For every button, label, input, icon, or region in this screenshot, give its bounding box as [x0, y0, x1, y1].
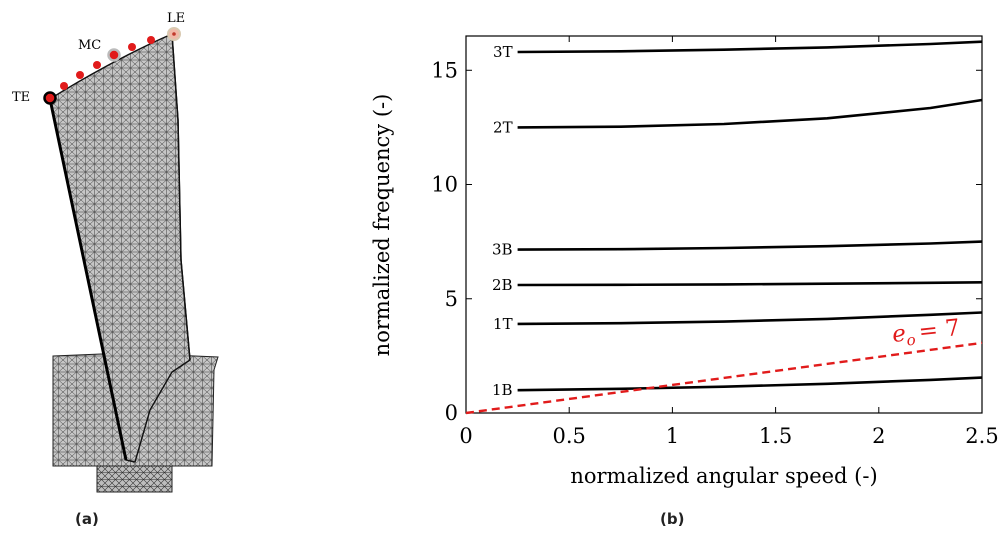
te-label: TE: [12, 90, 30, 105]
x-tick-label: 1: [666, 424, 679, 448]
engine-order-line: [465, 341, 983, 415]
blade-root: [96, 465, 173, 493]
panel-label-a: (a): [75, 510, 99, 528]
series-line-2B: [517, 281, 983, 287]
tip-markers: TE MC LE: [12, 11, 185, 105]
frequency-chart: 0 0.5 1 1.5 2 2.5 0 5 10 15 1B 1T 2B 3B 2T 3T eo= 7 n…: [370, 35, 999, 488]
x-axis: 0 0.5 1 1.5 2 2.5: [459, 36, 999, 448]
blade-mesh: [48, 32, 219, 493]
panel-label-b: (b): [660, 510, 685, 528]
series-line-3T: [517, 40, 983, 54]
tip-point: [60, 82, 68, 90]
y-axis: 0 5 10 15: [431, 58, 982, 425]
y-axis-label: normalized frequency (-): [370, 94, 394, 357]
tip-point: [147, 36, 155, 44]
le-label: LE: [167, 11, 185, 26]
series-label-2T: 2T: [493, 118, 513, 136]
y-tick-label: 5: [445, 287, 458, 311]
tip-point: [128, 43, 136, 51]
mc-label: MC: [78, 38, 101, 53]
series-label-2B: 2B: [492, 276, 513, 294]
series-labels: 1B 1T 2B 3B 2T 3T: [492, 43, 513, 399]
x-tick-label: 2.5: [965, 424, 998, 448]
series-lines: [517, 40, 983, 392]
x-tick-label: 1.5: [759, 424, 792, 448]
tip-point: [93, 61, 101, 69]
series-line-1T: [517, 311, 983, 326]
series-label-1T: 1T: [493, 315, 513, 333]
engine-order-label: eo= 7: [891, 315, 962, 351]
y-tick-label: 15: [431, 58, 458, 82]
plot-frame: [465, 35, 983, 414]
y-tick-label: 0: [445, 401, 458, 425]
x-tick-label: 0.5: [552, 424, 585, 448]
series-label-3B: 3B: [492, 241, 513, 259]
series-line-3B: [517, 240, 983, 251]
series-label-3T: 3T: [493, 43, 513, 61]
tip-point: [76, 71, 84, 79]
series-line-2T: [517, 98, 983, 129]
x-tick-label: 2: [872, 424, 885, 448]
y-tick-label: 10: [431, 173, 458, 197]
x-tick-label: 0: [459, 424, 472, 448]
te-marker: [43, 91, 57, 105]
series-line-1B: [517, 376, 983, 392]
mc-marker: [107, 48, 121, 62]
series-label-1B: 1B: [492, 381, 513, 399]
x-axis-label: normalized angular speed (-): [570, 464, 877, 488]
